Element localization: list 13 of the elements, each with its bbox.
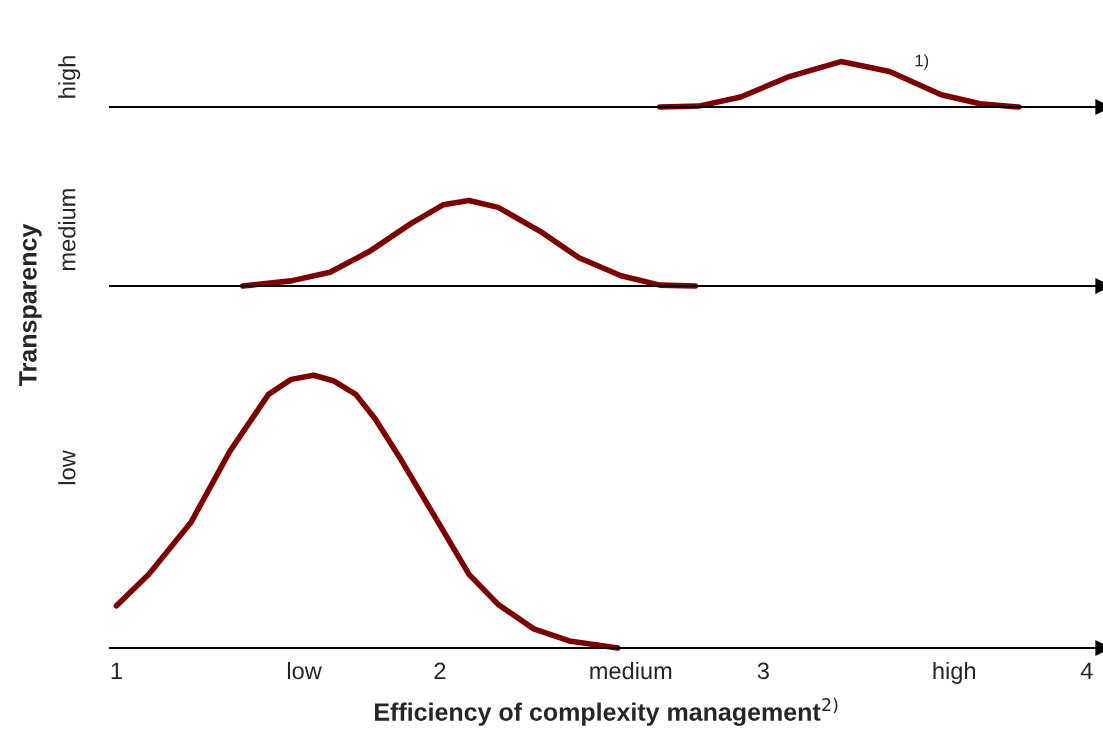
annotation: 1) (915, 54, 929, 70)
x-tick-label: low (287, 661, 322, 680)
x-tick-label: 3 (757, 662, 769, 680)
x-tick-label: 2 (434, 662, 446, 679)
y-axis-title: medium (58, 189, 76, 271)
x-tick-label: 1 (111, 662, 122, 679)
x-tick-label: high (933, 661, 975, 684)
y-axis-title: high (58, 56, 81, 98)
x-axis-title: Efficiency of complexity management$^{2)}$ (375, 697, 838, 726)
x-tick-label: 4 (1080, 662, 1093, 679)
text: Transparency (19, 223, 42, 387)
x-tick-label: medium (590, 661, 672, 680)
y-axis-title: low (58, 450, 76, 485)
